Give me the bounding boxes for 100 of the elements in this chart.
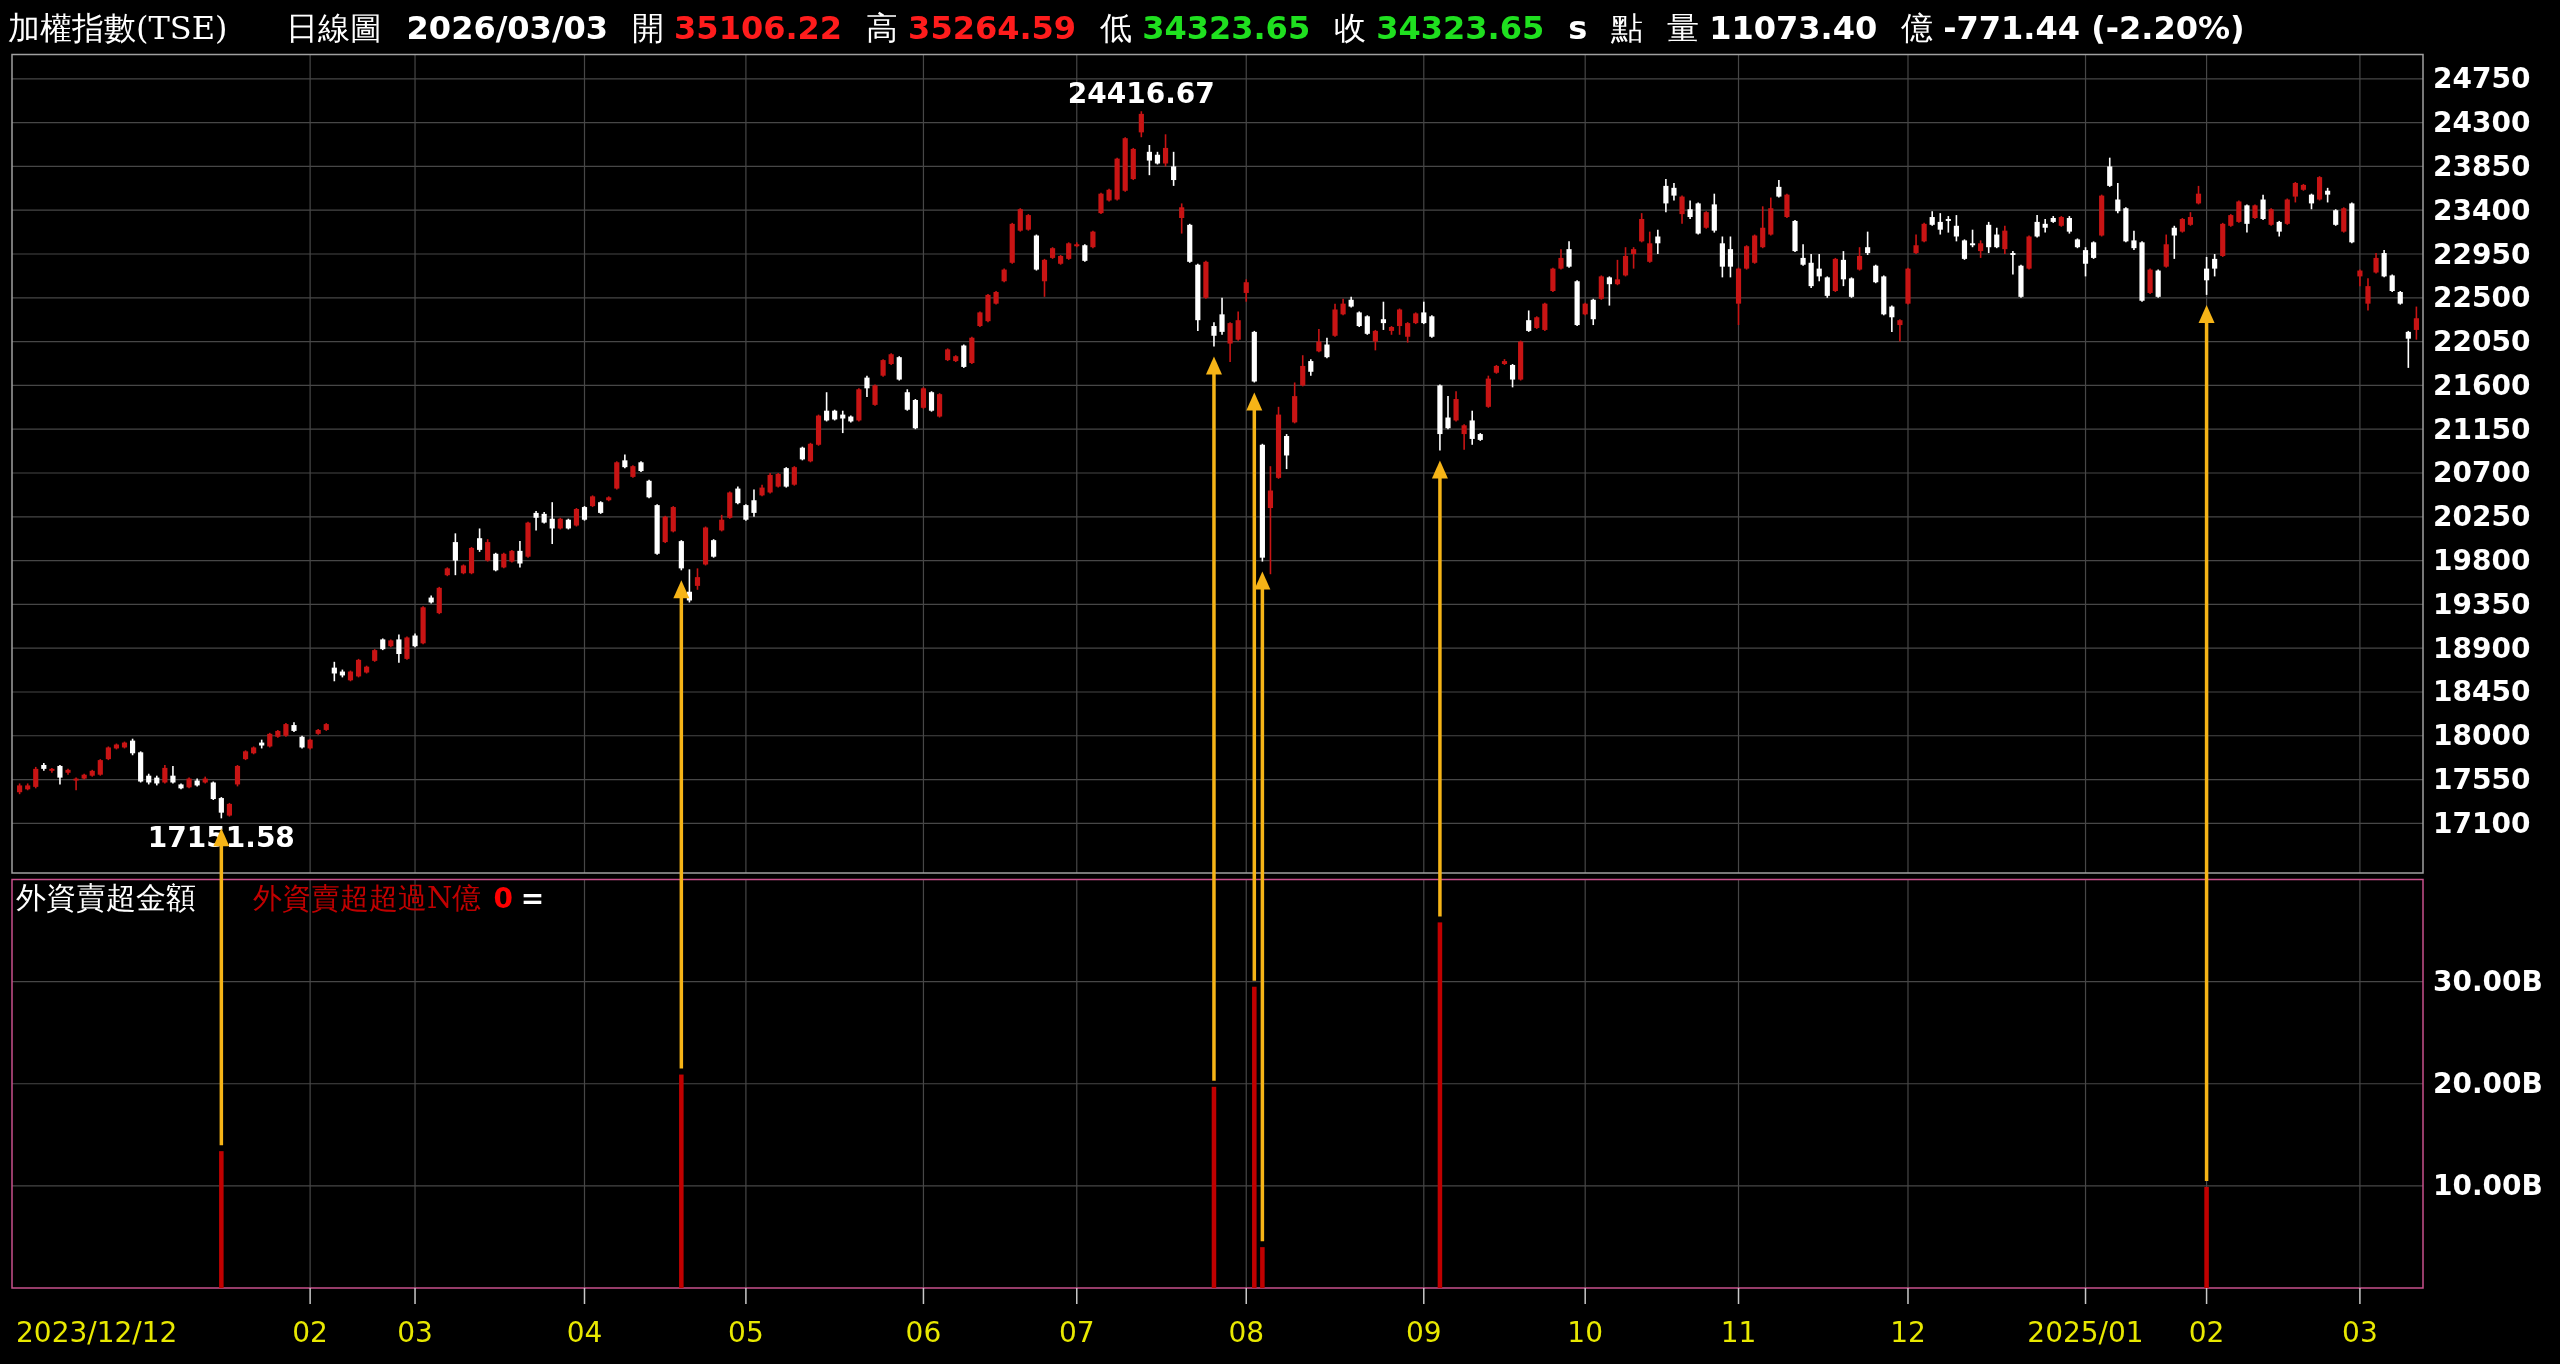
y-tick-label: 18000 [2433, 719, 2531, 753]
candlestick [920, 386, 927, 410]
candlestick [1179, 202, 1185, 235]
candlestick [767, 472, 773, 495]
candlestick [1631, 246, 1637, 270]
candlestick [1098, 191, 1104, 215]
candlestick [485, 538, 491, 563]
candlestick [452, 532, 458, 576]
y-tick-label: 21600 [2433, 368, 2531, 402]
candlestick [2195, 185, 2202, 206]
x-tick-label: 08 [1228, 1315, 1265, 1349]
candlestick [2107, 156, 2113, 188]
text: 億 [1901, 9, 1934, 47]
candlestick [1017, 207, 1023, 233]
x-tick-label: 07 [1058, 1315, 1095, 1349]
candlestick [904, 388, 910, 412]
candlestick [2204, 256, 2210, 296]
x-tick-label: 11 [1720, 1315, 1757, 1349]
candlestick [1380, 300, 1387, 331]
candlestick [1284, 433, 1290, 470]
candlestick [928, 390, 935, 413]
candlestick [2236, 199, 2242, 224]
candlestick [533, 510, 539, 532]
candlestick [783, 466, 789, 489]
candlestick [1550, 266, 1556, 293]
candlestick [1760, 205, 1766, 249]
chart-title: 加權指數(TSE) [8, 9, 228, 47]
candlestick [1614, 259, 1621, 286]
candlestick [2042, 218, 2048, 234]
candlestick [73, 776, 79, 792]
candlestick [2212, 253, 2218, 278]
y-tick-label: 19350 [2433, 587, 2531, 621]
candlestick [1961, 238, 1968, 261]
candlestick [573, 507, 580, 528]
y-tick-label: 24750 [2433, 62, 2531, 96]
candlestick [646, 479, 652, 500]
candlestick [1509, 363, 1516, 389]
text: -771.44 (-2.20%) [1943, 9, 2245, 47]
y-tick-label: 23400 [2433, 193, 2531, 227]
y-tick-label: 20250 [2433, 500, 2531, 534]
annotation: = [520, 881, 545, 915]
x-tick-label: 02 [292, 1315, 328, 1349]
candlestick [1372, 329, 1378, 352]
candlestick [1784, 192, 1790, 219]
candlestick [1937, 212, 1943, 236]
x-tick-label: 03 [2342, 1315, 2378, 1349]
candlestick [1800, 243, 1806, 267]
chart-subtitle: 日線圖 [285, 9, 382, 47]
text: 收 [1334, 9, 1367, 47]
candlestick [1243, 278, 1249, 303]
candlestick [1865, 230, 1871, 256]
candlestick [2381, 249, 2387, 279]
candlestick [872, 383, 878, 407]
candlestick [1824, 275, 1830, 299]
candlestick [1421, 300, 1427, 325]
candlestick [2010, 250, 2016, 276]
candlestick [1953, 214, 1959, 243]
x-tick-label: 04 [566, 1315, 603, 1349]
candlestick [1856, 246, 1863, 272]
candlestick [1994, 226, 2000, 249]
y-tick-label: 22050 [2433, 325, 2531, 359]
candlestick [1727, 235, 1734, 279]
y-tick-label: 17100 [2433, 806, 2531, 840]
candlestick [961, 343, 967, 369]
candlestick [824, 391, 830, 423]
candlestick [1235, 310, 1241, 342]
candlestick [1138, 110, 1144, 139]
x-tick-label: 10 [1567, 1315, 1604, 1349]
candlestick [1526, 309, 1532, 333]
candlestick [2171, 224, 2177, 260]
candlestick [1744, 244, 1750, 271]
x-tick-label: 09 [1405, 1315, 1442, 1349]
y-tick-label: 21150 [2433, 412, 2531, 446]
candlestick [2163, 233, 2169, 269]
candlestick [2115, 182, 2121, 214]
candlestick [1219, 297, 1225, 336]
text: 高 [866, 9, 899, 47]
candlestick [477, 527, 483, 553]
candlestick [2292, 181, 2298, 204]
candlestick [1558, 248, 1564, 271]
candlestick [2131, 229, 2137, 251]
candlestick [549, 501, 555, 545]
candlestick [807, 442, 814, 464]
y-tick-label: 19800 [2433, 544, 2531, 578]
candlestick [937, 392, 943, 419]
candlestick [1986, 221, 1992, 254]
candlestick [694, 567, 701, 591]
chart-title: 外資賣超金額 [16, 879, 196, 915]
candlestick [1461, 423, 1467, 451]
y-tick-label: 23850 [2433, 149, 2531, 183]
candlestick [1300, 354, 1306, 388]
candlestick [2034, 214, 2040, 239]
text: 點 [1610, 9, 1644, 47]
text: 2023/12/12 [16, 1315, 178, 1349]
candlestick [2316, 175, 2323, 202]
candlestick [162, 764, 168, 785]
y-tick-label: 17550 [2433, 763, 2531, 797]
bar [1252, 986, 1257, 1288]
candlestick [1655, 228, 1661, 255]
candlestick [1848, 276, 1855, 299]
